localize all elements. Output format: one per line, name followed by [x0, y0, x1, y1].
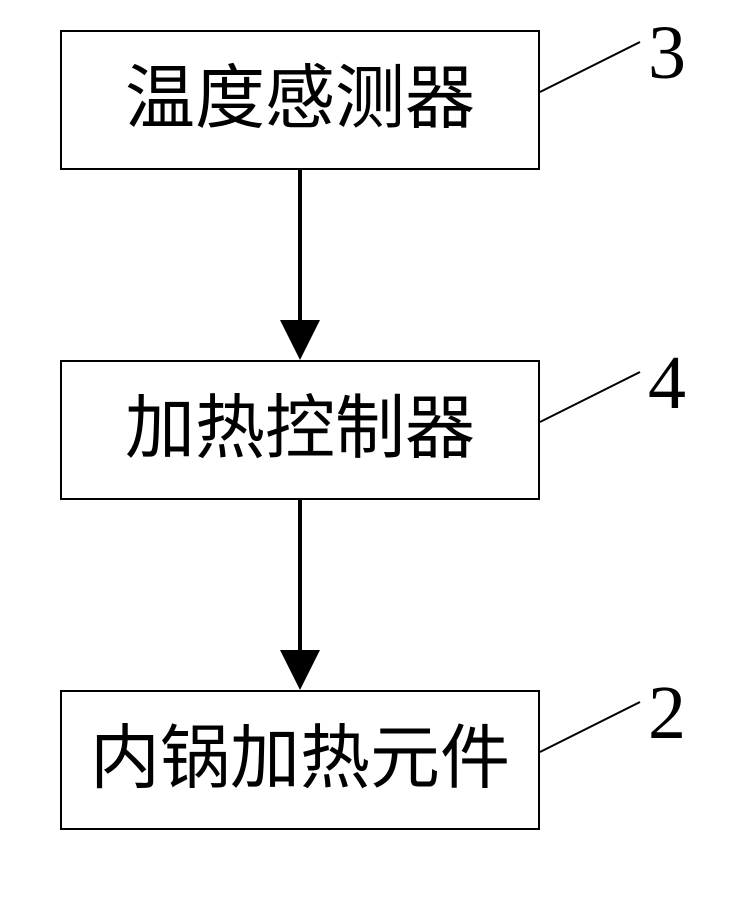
- node-temp-sensor: 温度感测器: [60, 30, 540, 170]
- ref-num-4: 4: [648, 340, 686, 427]
- arrow-1-shaft: [298, 170, 302, 320]
- arrow-2-head: [280, 650, 320, 690]
- node-inner-pot-heater: 内锅加热元件: [60, 690, 540, 830]
- arrow-2-shaft: [298, 500, 302, 650]
- arrow-1-head: [280, 320, 320, 360]
- ref-num-3: 3: [648, 10, 686, 97]
- node-heat-controller-text: 加热控制器: [125, 395, 475, 465]
- node-temp-sensor-text: 温度感测器: [125, 65, 475, 135]
- node-inner-pot-heater-text: 内锅加热元件: [90, 725, 510, 795]
- node-heat-controller: 加热控制器: [60, 360, 540, 500]
- ref-num-2: 2: [648, 670, 686, 757]
